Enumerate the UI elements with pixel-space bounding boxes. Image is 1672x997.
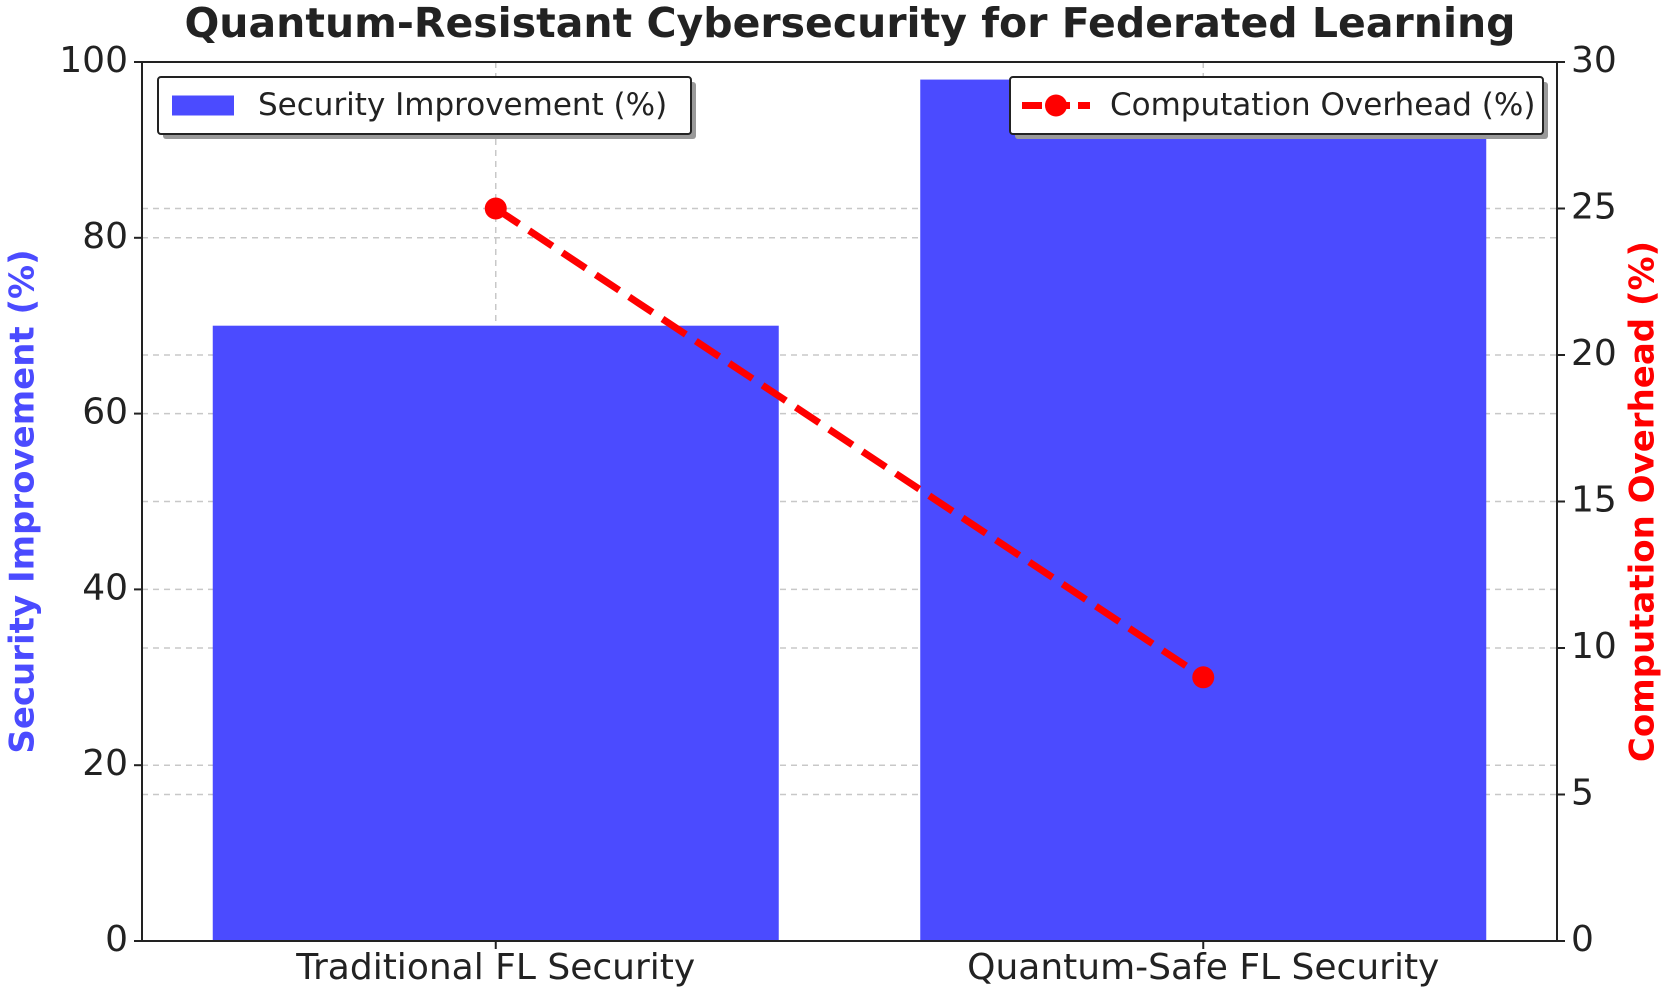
axes: 0 20 40 60 80 100 0 5 10 15 20 25 30 Traditional FL S… (3, 40, 1663, 988)
bar (920, 79, 1487, 941)
y-tick-label: 20 (82, 743, 128, 784)
y-tick-label: 40 (82, 567, 128, 608)
legends: Security Improvement (%) Computation Over… (157, 76, 1548, 139)
legend-box (1009, 76, 1544, 135)
legend-box (157, 76, 692, 135)
y-tick-label: 60 (82, 392, 128, 433)
plot-frame (141, 61, 1558, 942)
line-point (484, 197, 507, 220)
line-point (1192, 666, 1215, 689)
chart-title: Quantum-Resistant Cybersecurity for Fede… (184, 0, 1515, 47)
legend-label: Computation Overhead (%) (1110, 87, 1535, 123)
bar (212, 325, 779, 941)
legend-swatch (172, 95, 234, 116)
y2-tick-label: 20 (1571, 333, 1617, 374)
y-axis-label: Security Improvement (%) (3, 249, 43, 753)
y-tick-label: 0 (105, 919, 128, 960)
line (493, 205, 1206, 681)
legend-marker (1045, 94, 1067, 117)
x-tick-label: Quantum-Safe FL Security (967, 947, 1439, 988)
y2-tick-label: 5 (1571, 773, 1594, 814)
y2-tick-label: 30 (1571, 40, 1617, 81)
y2-tick-label: 15 (1571, 480, 1617, 521)
y-tick-label: 80 (82, 216, 128, 257)
legend-label: Security Improvement (%) (258, 87, 667, 123)
y2-tick-label: 0 (1571, 919, 1594, 960)
marks (212, 79, 1487, 941)
y2-tick-label: 25 (1571, 187, 1617, 228)
y2-tick-label: 10 (1571, 626, 1617, 667)
x-tick-label: Traditional FL Security (295, 947, 695, 988)
y-tick-label: 100 (59, 40, 128, 81)
y2-axis-label: Computation Overhead (%) (1623, 241, 1663, 762)
